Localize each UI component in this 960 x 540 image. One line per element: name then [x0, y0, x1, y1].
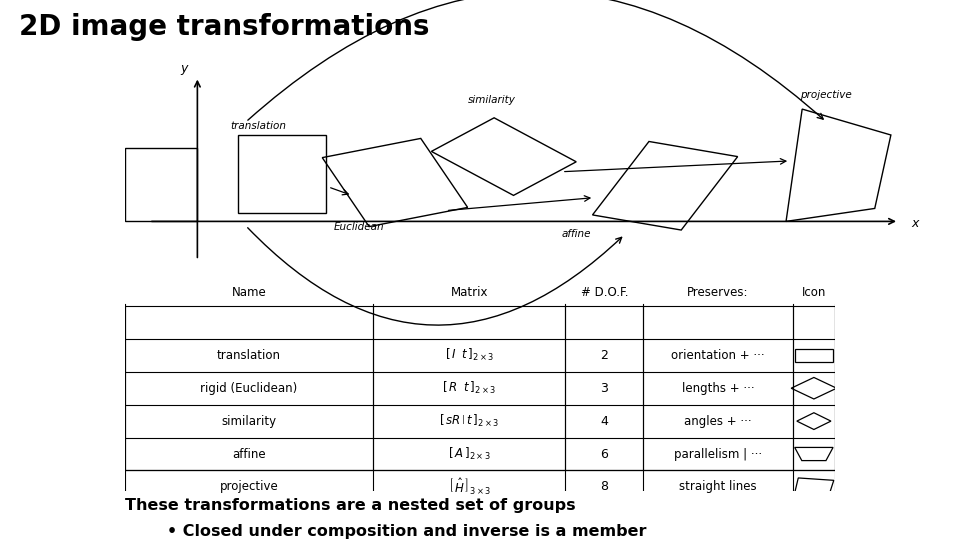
Text: 8: 8: [600, 481, 609, 494]
Text: $\left[\, \hat{H} \,\right]_{3\times3}$: $\left[\, \hat{H} \,\right]_{3\times3}$: [447, 477, 491, 497]
Text: $\left[\, \mathit{R} \;\; \mathit{t} \,\right]_{2\times3}$: $\left[\, \mathit{R} \;\; \mathit{t} \,\…: [443, 380, 496, 396]
Text: • Closed under composition and inverse is a member: • Closed under composition and inverse i…: [167, 524, 646, 539]
Text: translation: translation: [229, 120, 286, 131]
Text: affine: affine: [562, 228, 591, 239]
Text: # D.O.F.: # D.O.F.: [581, 286, 628, 299]
Text: $\left[\, \mathit{I} \;\; \mathit{t} \,\right]_{2\times3}$: $\left[\, \mathit{I} \;\; \mathit{t} \,\…: [444, 347, 494, 363]
Text: y: y: [180, 62, 188, 75]
Text: Preserves:: Preserves:: [687, 286, 749, 299]
Text: Euclidean: Euclidean: [333, 222, 384, 232]
Text: 2: 2: [600, 349, 609, 362]
Text: affine: affine: [232, 448, 266, 461]
Text: lengths + ···: lengths + ···: [682, 382, 755, 395]
Text: similarity: similarity: [222, 415, 276, 428]
Text: 3: 3: [600, 382, 609, 395]
Text: x: x: [911, 217, 919, 230]
Text: orientation + ···: orientation + ···: [671, 349, 765, 362]
Text: Matrix: Matrix: [450, 286, 488, 299]
Text: Name: Name: [231, 286, 267, 299]
Text: projective: projective: [801, 90, 852, 100]
Text: 2D image transformations: 2D image transformations: [19, 13, 430, 41]
Text: projective: projective: [220, 481, 278, 494]
Text: angles + ···: angles + ···: [684, 415, 752, 428]
Text: parallelism | ···: parallelism | ···: [674, 448, 762, 461]
Bar: [795, 349, 833, 362]
Text: These transformations are a nested set of groups: These transformations are a nested set o…: [125, 497, 575, 512]
Text: translation: translation: [217, 349, 281, 362]
Text: 4: 4: [600, 415, 609, 428]
Text: 6: 6: [600, 448, 609, 461]
Text: Icon: Icon: [802, 286, 826, 299]
Text: rigid (Euclidean): rigid (Euclidean): [201, 382, 298, 395]
Text: $\left[\, s\mathit{R} \,\middle|\, \mathit{t} \,\right]_{2\times3}$: $\left[\, s\mathit{R} \,\middle|\, \math…: [439, 413, 499, 429]
Text: $\left[\, \mathit{A} \,\right]_{2\times3}$: $\left[\, \mathit{A} \,\right]_{2\times3…: [448, 446, 491, 462]
Text: straight lines: straight lines: [679, 481, 756, 494]
Text: similarity: similarity: [468, 94, 516, 105]
